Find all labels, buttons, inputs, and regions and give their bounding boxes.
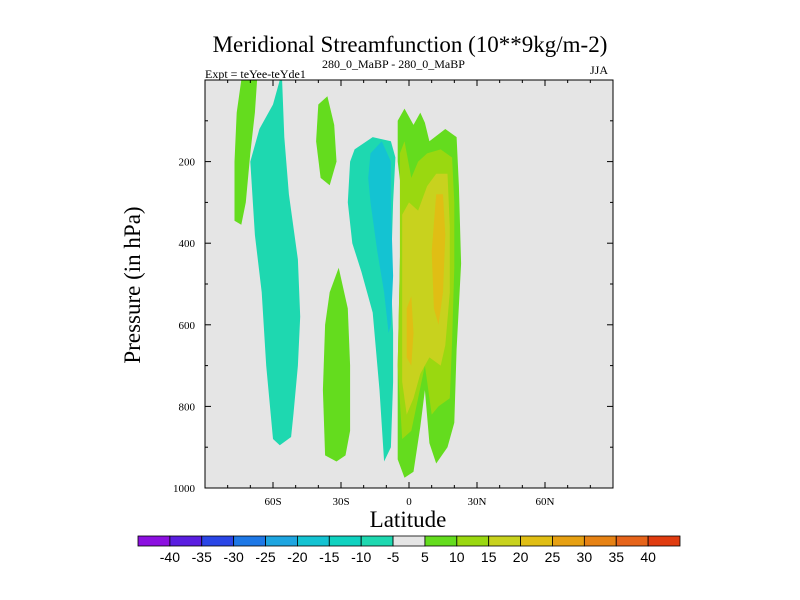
colorbar-box	[169, 535, 203, 547]
contour-region-lower-positive-blob	[322, 267, 351, 462]
colorbar-label: -25	[255, 549, 275, 565]
colorbar-box	[615, 535, 649, 547]
colorbar-label: 20	[513, 549, 529, 565]
colorbar-label: -30	[224, 549, 244, 565]
colorbar-box	[456, 535, 490, 547]
expt-label: Expt = teYee-teYde1	[205, 67, 306, 81]
colorbar-label: 15	[481, 549, 497, 565]
x-tick-label: 0	[406, 496, 412, 508]
contour-region-tropical-negative-core	[368, 141, 394, 333]
colorbar-label: -10	[351, 549, 371, 565]
y-tick-label: 600	[179, 320, 196, 332]
colorbar-box	[392, 535, 426, 547]
colorbar-box	[233, 535, 266, 547]
colorbar-box	[265, 535, 298, 547]
colorbar-label: 35	[608, 549, 624, 565]
colorbar-box	[297, 535, 330, 547]
x-tick-label: 30N	[468, 496, 487, 508]
colorbar-box	[201, 535, 235, 547]
x-axis-label: Latitude	[370, 507, 447, 532]
y-axis-label: Pressure (in hPa)	[120, 206, 145, 363]
contour-fills	[234, 80, 462, 478]
contour-region-sh-upper-positive-strip	[234, 80, 258, 225]
colorbar-label: -40	[160, 549, 180, 565]
y-tick-label: 800	[179, 401, 196, 413]
y-tick-label: 200	[179, 157, 196, 169]
season-label: JJA	[590, 63, 608, 77]
contour-region-hadley-positive-25-left	[406, 296, 414, 366]
colorbar-label: -20	[287, 549, 307, 565]
colorbar-box	[328, 535, 362, 547]
x-tick-label: 60S	[264, 496, 281, 508]
colorbar-label: 5	[421, 549, 429, 565]
colorbar-label: 40	[640, 549, 656, 565]
colorbar-label: -15	[319, 549, 339, 565]
colorbar-label: 25	[545, 549, 561, 565]
contour-region-hadley-positive-25-right	[431, 194, 446, 325]
colorbar-label: 10	[449, 549, 465, 565]
x-tick-label: 30S	[332, 496, 349, 508]
colorbar-box	[360, 535, 394, 547]
colorbar-box	[647, 535, 681, 547]
colorbar-box	[488, 535, 521, 547]
y-tick-label: 400	[179, 238, 196, 250]
contour-region-sh-negative-cell	[250, 80, 301, 446]
colorbar-box	[137, 535, 171, 547]
colorbar-box	[424, 535, 458, 547]
colorbar-box	[583, 535, 617, 547]
experiment-tag: 280_0_MaBP - 280_0_MaBP	[322, 57, 465, 71]
colorbar-label: -5	[387, 549, 400, 565]
colorbar: -40 -35 -30 -25 -20 -15 -10 -5 5 10 15 20 25 30 35 40	[137, 535, 681, 565]
chart-title: Meridional Streamfunction (10**9kg/m-2)	[213, 32, 608, 57]
colorbar-label: -35	[192, 549, 212, 565]
x-tick-label: 60N	[536, 496, 555, 508]
colorbar-box	[552, 535, 585, 547]
colorbar-box	[520, 535, 553, 547]
axis-ticks: 60S 30S 0 30N 60N 200 400 600 800 1000	[173, 80, 613, 508]
colorbar-label: 30	[577, 549, 593, 565]
y-tick-label: 1000	[173, 483, 196, 495]
contour-region-upper-positive-blob	[316, 96, 337, 186]
